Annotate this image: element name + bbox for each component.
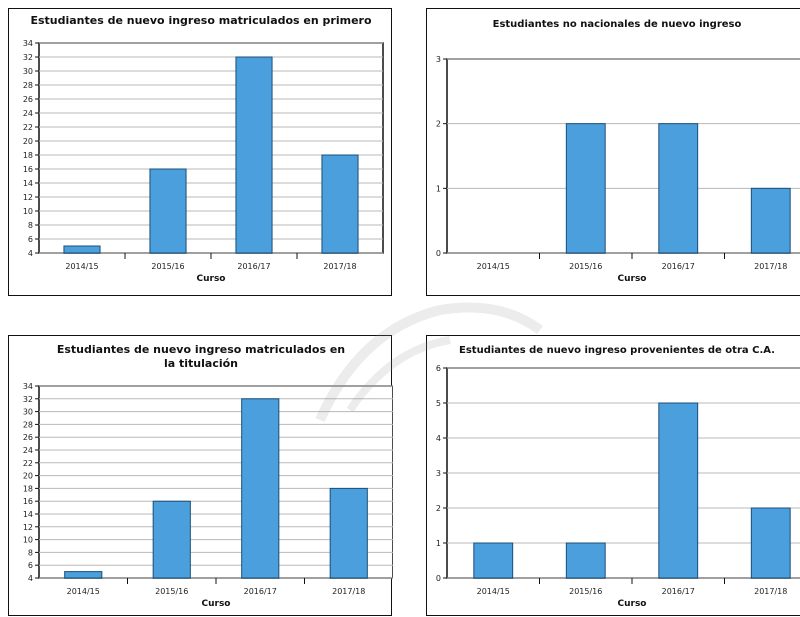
x-tick-label: 2015/16 [569, 587, 602, 596]
x-axis-label: Curso [618, 599, 647, 609]
y-tick-label: 34 [23, 39, 33, 48]
y-tick-label: 10 [23, 207, 33, 216]
x-tick-label: 2015/16 [569, 262, 602, 271]
chart-titulacion: Estudiantes de nuevo ingreso matriculado… [23, 343, 393, 609]
bar-2016-17 [241, 398, 280, 579]
y-tick-label: 14 [23, 179, 33, 188]
chart-title: Estudiantes de nuevo ingreso matriculado… [30, 14, 372, 27]
y-tick-label: 32 [23, 53, 33, 62]
chart-otra-ca: Estudiantes de nuevo ingreso proveniente… [436, 345, 800, 609]
y-tick-label: 28 [23, 420, 33, 429]
y-tick-label: 1 [436, 539, 441, 548]
y-tick-label: 14 [23, 510, 33, 519]
bar-2015-16 [149, 168, 187, 254]
y-tick-label: 8 [28, 548, 33, 557]
x-axis-label: Curso [618, 274, 647, 284]
chart-panel-titulacion: Estudiantes de nuevo ingreso matriculado… [8, 335, 393, 616]
y-tick-label: 2 [436, 120, 441, 129]
chart-title: Estudiantes de nuevo ingreso proveniente… [459, 345, 775, 356]
x-tick-label: 2014/15 [477, 587, 510, 596]
y-tick-label: 12 [23, 193, 33, 202]
bar-2017-18 [321, 154, 359, 254]
y-tick-label: 0 [436, 574, 441, 583]
y-tick-label: 24 [23, 109, 33, 118]
chart-panel-no-nacionales: Estudiantes no nacionales de nuevo ingre… [426, 8, 800, 296]
x-tick-label: 2017/18 [754, 262, 787, 271]
y-tick-label: 34 [23, 382, 33, 391]
y-tick-label: 22 [23, 123, 33, 132]
x-tick-label: 2015/16 [151, 262, 184, 271]
y-tick-label: 32 [23, 395, 33, 404]
y-tick-label: 26 [23, 433, 33, 442]
x-tick-label: 2014/15 [477, 262, 510, 271]
y-tick-label: 0 [436, 249, 441, 258]
bar-2017-18 [750, 507, 791, 579]
x-tick-label: 2016/17 [662, 262, 695, 271]
watermark-logo [315, 302, 543, 423]
x-tick-label: 2017/18 [323, 262, 356, 271]
y-tick-label: 28 [23, 81, 33, 90]
x-tick-label: 2014/15 [65, 262, 98, 271]
y-tick-label: 6 [436, 364, 441, 373]
chart-title: Estudiantes no nacionales de nuevo ingre… [493, 19, 742, 30]
x-tick-label: 2017/18 [754, 587, 787, 596]
y-tick-label: 3 [436, 469, 441, 478]
x-axis-label: Curso [202, 599, 231, 609]
y-tick-label: 10 [23, 536, 33, 545]
chart-panel-primero: Estudiantes de nuevo ingreso matriculado… [8, 8, 392, 296]
y-tick-label: 22 [23, 459, 33, 468]
y-tick-label: 18 [23, 484, 33, 493]
y-tick-label: 1 [436, 184, 441, 193]
y-tick-label: 3 [436, 55, 441, 64]
y-tick-label: 6 [28, 561, 33, 570]
bar-2015-16 [152, 500, 191, 579]
x-tick-label: 2016/17 [244, 587, 277, 596]
y-tick-label: 20 [23, 137, 33, 146]
y-tick-label: 24 [23, 446, 33, 455]
y-tick-label: 4 [28, 249, 33, 258]
x-tick-label: 2015/16 [155, 587, 188, 596]
bar-2016-17 [235, 56, 273, 254]
y-tick-label: 16 [23, 165, 33, 174]
chart-primero: Estudiantes de nuevo ingreso matriculado… [23, 14, 384, 284]
bar-2014-15 [63, 245, 101, 254]
y-tick-label: 12 [23, 523, 33, 532]
x-tick-label: 2016/17 [662, 587, 695, 596]
plot-area [446, 58, 800, 254]
bar-2015-16 [565, 123, 606, 254]
y-tick-label: 4 [436, 434, 441, 443]
bar-2016-17 [658, 402, 699, 579]
chart-panel-otra-ca: Estudiantes de nuevo ingreso proveniente… [426, 335, 800, 616]
y-tick-label: 20 [23, 472, 33, 481]
y-tick-label: 26 [23, 95, 33, 104]
chart-title: Estudiantes de nuevo ingreso matriculado… [57, 343, 345, 356]
bar-2015-16 [565, 542, 606, 579]
bar-2017-18 [329, 487, 368, 579]
y-tick-label: 8 [28, 221, 33, 230]
chart-title: la titulación [164, 357, 238, 370]
y-tick-label: 6 [28, 235, 33, 244]
x-tick-label: 2014/15 [67, 587, 100, 596]
y-tick-label: 16 [23, 497, 33, 506]
bar-2014-15 [64, 571, 103, 579]
y-tick-label: 30 [23, 67, 33, 76]
y-tick-label: 30 [23, 408, 33, 417]
y-tick-label: 4 [28, 574, 33, 583]
bar-2014-15 [473, 542, 514, 579]
x-axis-label: Curso [197, 274, 226, 284]
y-tick-label: 18 [23, 151, 33, 160]
x-tick-label: 2016/17 [237, 262, 270, 271]
bar-2016-17 [658, 123, 699, 254]
y-tick-label: 2 [436, 504, 441, 513]
bar-2017-18 [750, 187, 791, 254]
x-tick-label: 2017/18 [332, 587, 365, 596]
y-tick-label: 5 [436, 399, 441, 408]
chart-no-nacionales: Estudiantes no nacionales de nuevo ingre… [436, 19, 800, 284]
